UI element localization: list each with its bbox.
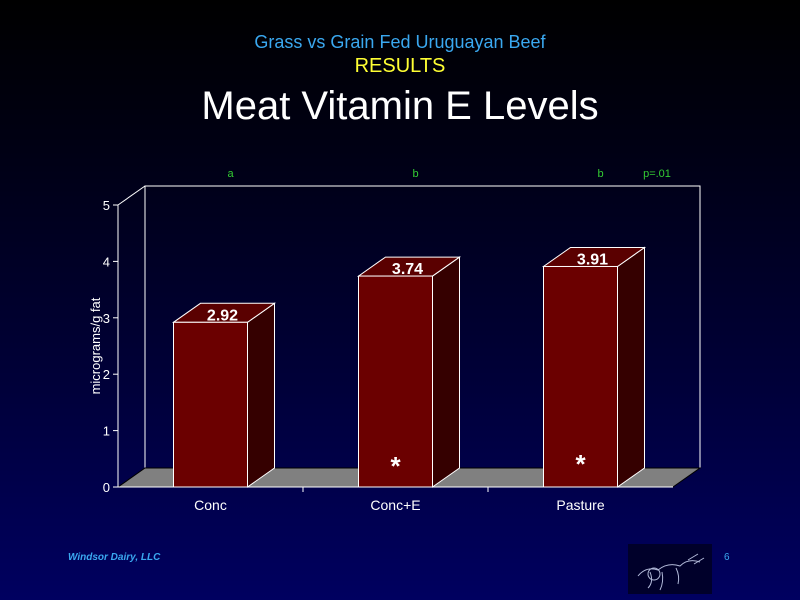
chart-back-wall [144, 185, 701, 468]
page-number: 6 [724, 552, 730, 563]
significance-asterisk: * [575, 449, 586, 479]
y-axis-label: micrograms/g fat [88, 297, 103, 394]
bar-conc-e [356, 256, 462, 488]
bar-pasture [541, 246, 647, 488]
y-tick-label: 0 [103, 480, 110, 495]
bar-conc [171, 302, 277, 488]
significance-letter: a [227, 168, 234, 180]
significance-letter: b [412, 168, 418, 180]
bar-front-face [543, 265, 618, 488]
section-title: RESULTS [354, 55, 446, 77]
x-tick-label: Conc+E [370, 497, 420, 513]
x-tick-label: Conc [194, 497, 227, 513]
significance-letter: b [597, 168, 603, 180]
bar-side-face [432, 256, 460, 488]
bar-side-face [247, 302, 275, 488]
y-tick-label: 1 [103, 424, 110, 439]
bar-side-face [617, 246, 645, 488]
company-name: Windsor Dairy, LLC [68, 552, 161, 563]
y-tick-label: 4 [103, 254, 110, 269]
p-value-label: p=.01 [643, 168, 671, 180]
bar-front-face [358, 275, 433, 488]
bar-value-label: 3.91 [577, 251, 608, 268]
dairy-logo-icon [628, 544, 712, 594]
chart-side-wall-top [117, 185, 146, 206]
x-tick-label: Pasture [556, 497, 604, 513]
y-tick-label: 5 [103, 198, 110, 213]
y-tick-label: 2 [103, 367, 110, 382]
significance-asterisk: * [390, 451, 401, 481]
bar-front-face [173, 321, 248, 488]
y-tick-label: 3 [103, 311, 110, 326]
pre-title: Grass vs Grain Fed Uruguayan Beef [254, 32, 546, 52]
page-title: Meat Vitamin E Levels [201, 84, 599, 128]
bar-value-label: 3.74 [392, 261, 423, 278]
bar-value-label: 2.92 [207, 307, 238, 324]
